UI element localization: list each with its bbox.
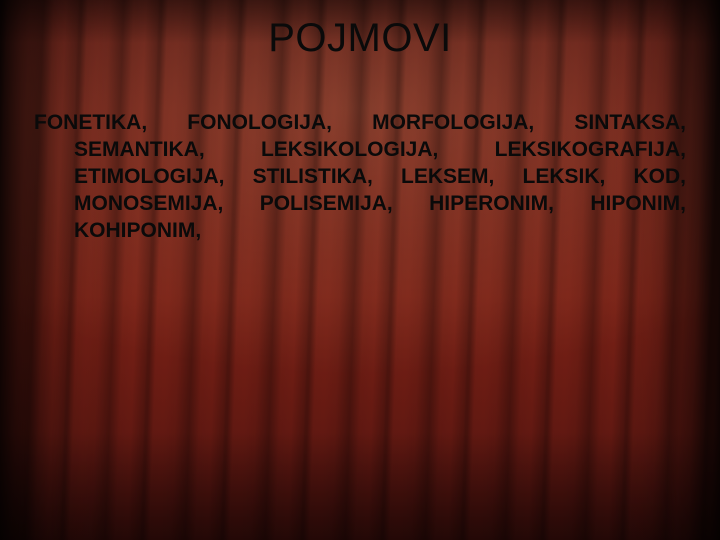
slide-title: POJMOVI	[0, 16, 720, 61]
slide-body: FONETIKA, FONOLOGIJA, MORFOLOGIJA, SINTA…	[34, 110, 686, 244]
slide: POJMOVI FONETIKA, FONOLOGIJA, MORFOLOGIJ…	[0, 0, 720, 540]
terms-paragraph: FONETIKA, FONOLOGIJA, MORFOLOGIJA, SINTA…	[34, 110, 686, 244]
